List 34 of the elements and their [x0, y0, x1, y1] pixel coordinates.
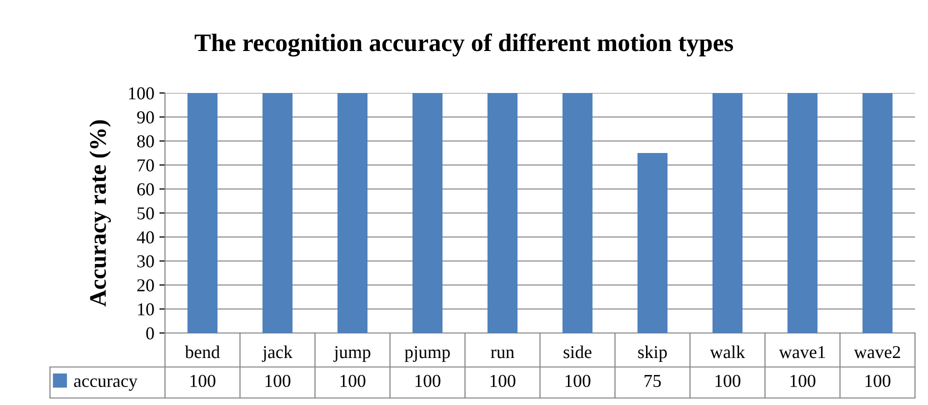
data-label: 100: [490, 374, 516, 388]
y-tick-label: 20: [137, 279, 154, 292]
x-tick-label: run: [490, 350, 514, 358]
data-label: 75: [644, 375, 661, 388]
legend-label: accuracy: [74, 378, 138, 391]
x-tick-label: bend: [184, 346, 220, 358]
x-tick-label: side: [564, 346, 592, 358]
x-tick-label: jack: [262, 346, 293, 362]
data-label: 100: [340, 374, 366, 388]
data-label: 100: [790, 374, 816, 388]
data-label: 100: [566, 374, 590, 388]
x-tick-label: wave2: [854, 346, 900, 358]
y-tick-label: 80: [137, 135, 154, 148]
y-tick-label: 0: [146, 327, 154, 340]
y-tick-label: 10: [138, 303, 154, 316]
x-tick-label: pjump: [404, 346, 450, 362]
y-axis-title: Accuracy rate (%): [89, 120, 111, 307]
y-tick-label: 60: [137, 183, 154, 196]
data-label: 100: [416, 374, 440, 388]
y-tick-label: 90: [137, 111, 154, 124]
y-tick-label: 70: [138, 159, 154, 172]
y-tick-label: 100: [129, 87, 154, 100]
chart-title: The recognition accuracy of different motion types: [194, 33, 734, 57]
x-tick-label: walk: [710, 346, 746, 358]
data-label: 100: [190, 374, 216, 388]
x-tick-label: skip: [638, 346, 667, 362]
y-tick-label: 30: [137, 255, 154, 268]
x-tick-label: jump: [333, 346, 370, 362]
x-tick-label: wave1: [778, 346, 825, 358]
y-tick-label: 40: [136, 231, 154, 244]
data-label: 100: [266, 374, 290, 388]
y-tick-label: 50: [138, 207, 154, 220]
data-label: 100: [716, 374, 740, 388]
data-label: 100: [866, 374, 890, 388]
